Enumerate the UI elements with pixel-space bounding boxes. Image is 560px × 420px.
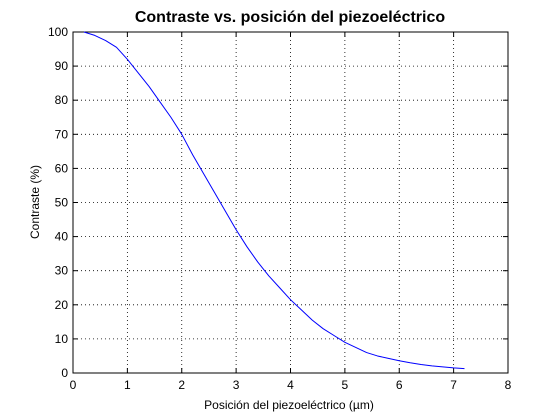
x-tick-label: 8 [505, 378, 512, 392]
series-layer [83, 31, 465, 370]
y-tick-label: 50 [55, 196, 69, 210]
x-tick-label: 2 [178, 378, 185, 392]
x-tick-label: 1 [124, 378, 131, 392]
y-tick-label: 60 [55, 161, 69, 175]
y-tick-label: 70 [55, 127, 69, 141]
y-tick-label: 10 [55, 332, 69, 346]
x-axis-label: Posición del piezoeléctrico (µm) [204, 398, 374, 412]
y-tick-label: 100 [48, 25, 68, 39]
y-axis-label: Contraste (%) [28, 165, 42, 239]
chart-title: Contraste vs. posición del piezoeléctric… [135, 9, 446, 26]
x-tick-label: 6 [396, 378, 403, 392]
x-tick-label: 5 [342, 378, 349, 392]
x-tick-label: 4 [287, 378, 294, 392]
y-tick-label: 20 [55, 298, 69, 312]
x-tick-label: 3 [233, 378, 240, 392]
y-tick-label: 30 [55, 264, 69, 278]
y-tick-label: 90 [55, 59, 69, 73]
x-tick-label: 7 [450, 378, 457, 392]
x-tick-label: 0 [70, 378, 77, 392]
grid-layer [73, 32, 508, 373]
plot-area [72, 31, 509, 374]
y-tick-label: 80 [55, 93, 69, 107]
y-tick-label: 40 [55, 230, 69, 244]
series-line-1 [83, 31, 465, 370]
y-tick-label: 0 [61, 366, 68, 380]
